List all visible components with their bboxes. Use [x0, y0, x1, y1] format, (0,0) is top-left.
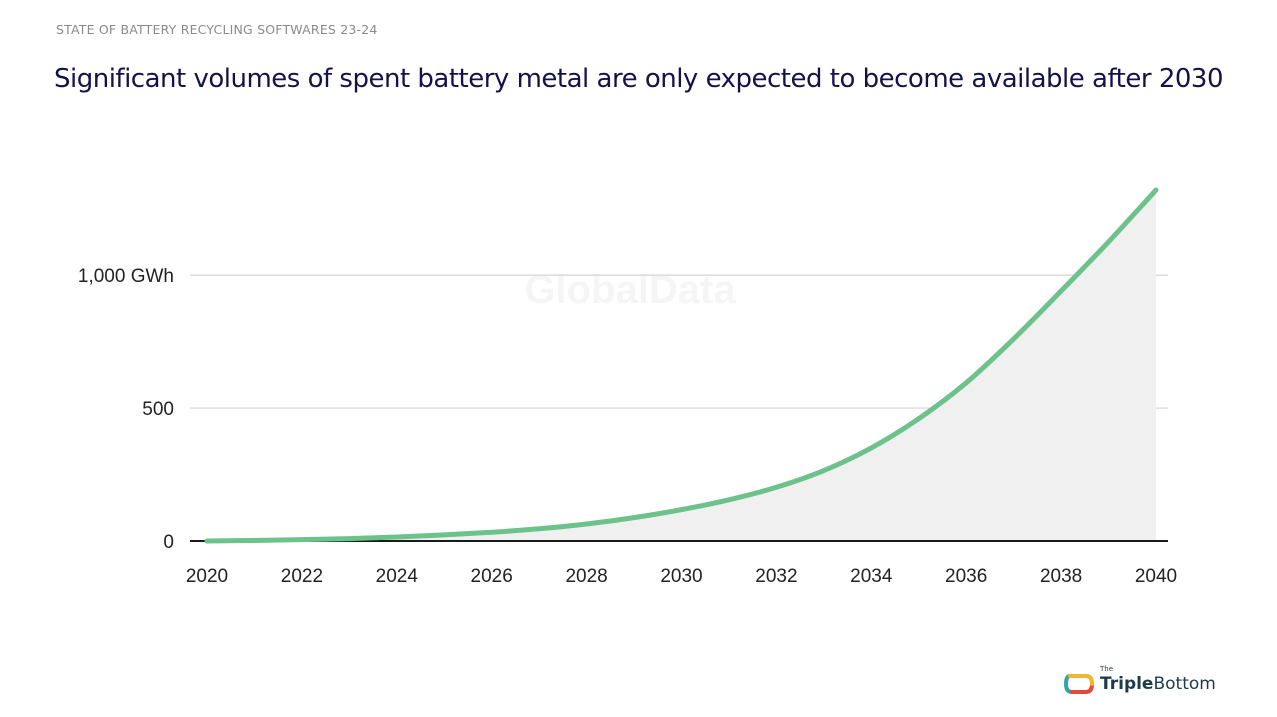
logo-mark-icon [1063, 672, 1094, 696]
y-tick-label: 0 [163, 532, 174, 553]
series-line [204, 187, 1159, 544]
logo-the: The [1100, 665, 1114, 673]
slide-headline: Significant volumes of spent battery met… [54, 64, 1223, 94]
logo-word-triple: Triple [1100, 674, 1154, 694]
x-tick-label: 2032 [755, 566, 797, 587]
triple-bottom-logo: The TripleBottom [1063, 665, 1216, 699]
y-tick-label: 1,000 GWh [78, 266, 174, 287]
x-tick-label: 2026 [471, 566, 513, 587]
x-tick-label: 2030 [660, 566, 702, 587]
x-tick-label: 2034 [850, 566, 893, 587]
x-tick-label: 2022 [281, 566, 323, 587]
y-tick-label: 500 [142, 399, 174, 420]
report-eyebrow: STATE OF BATTERY RECYCLING SOFTWARES 23-… [56, 22, 378, 37]
x-tick-label: 2020 [186, 566, 228, 587]
x-tick-label: 2036 [945, 566, 987, 587]
logo-word-bottom: Bottom [1153, 674, 1216, 694]
x-tick-label: 2024 [376, 566, 419, 587]
x-tick-label: 2040 [1135, 566, 1177, 587]
x-tick-label: 2028 [565, 566, 607, 587]
logo-wordmark: The TripleBottom [1100, 665, 1216, 694]
x-tick-label: 2038 [1040, 566, 1082, 587]
area-fill [207, 190, 1156, 541]
